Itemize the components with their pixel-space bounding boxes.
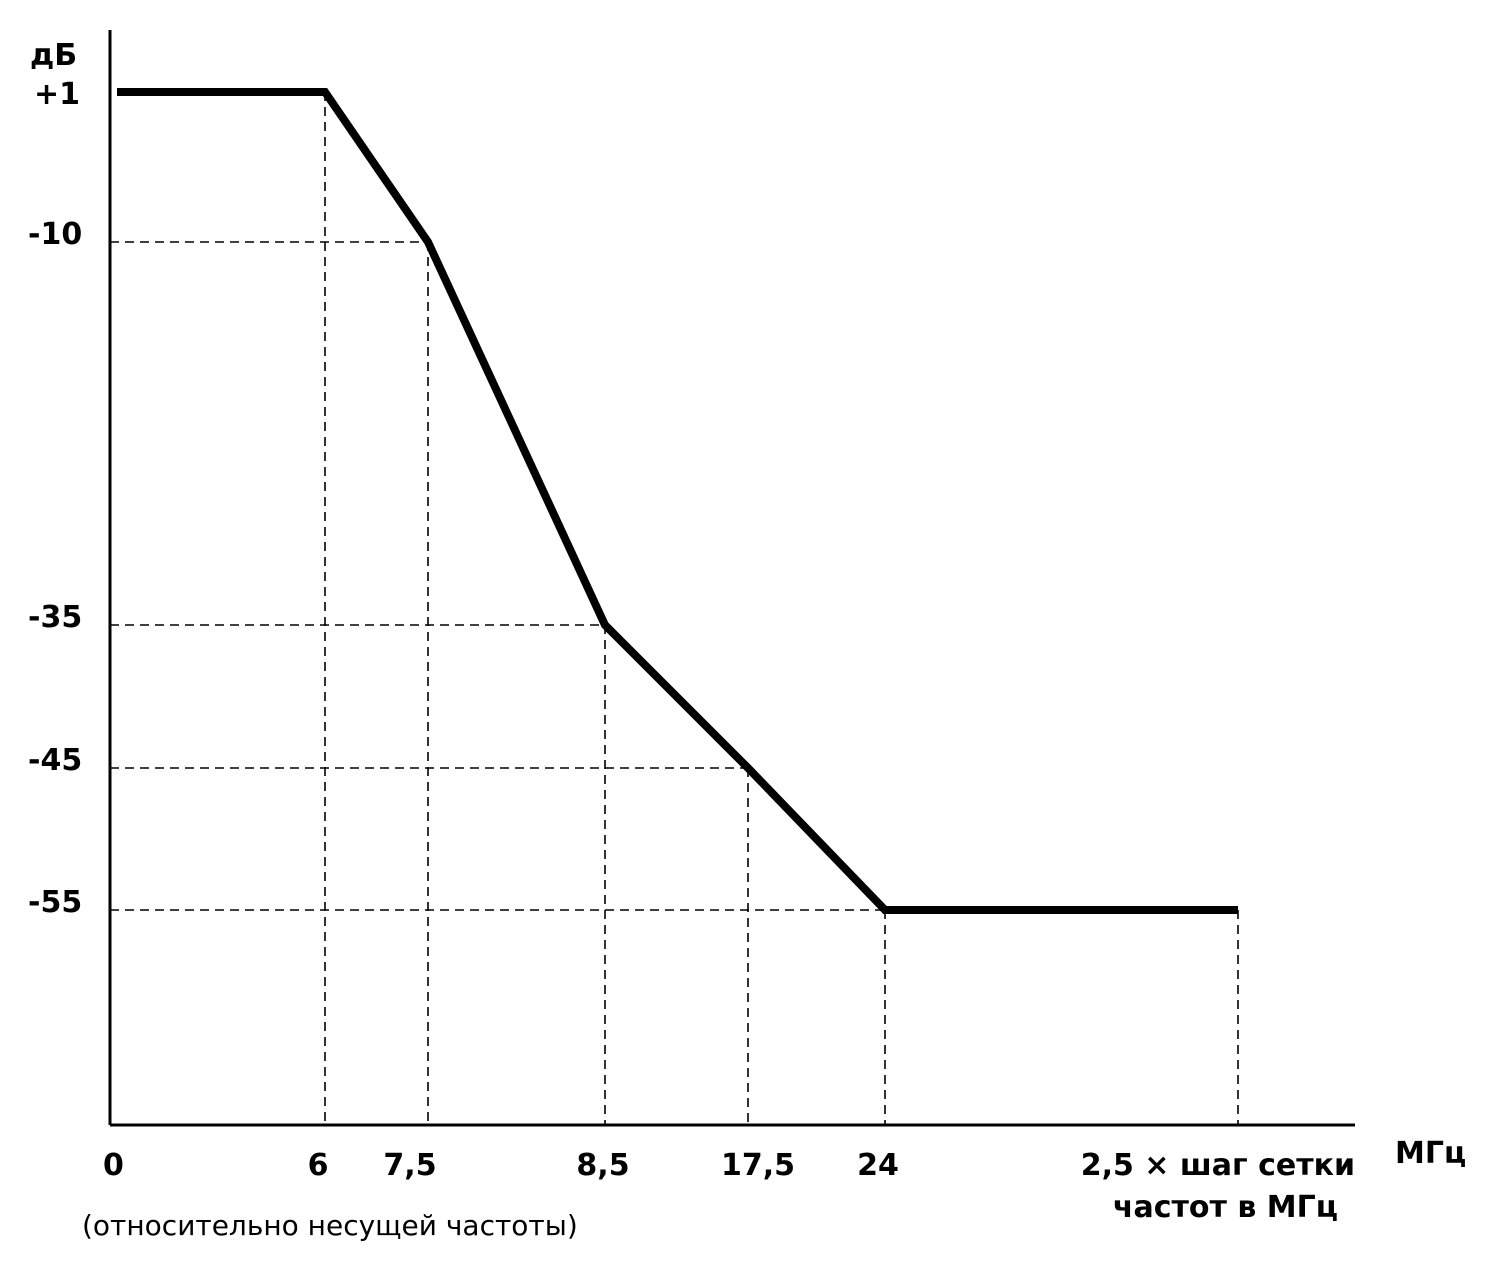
y-tick-label: +1 [34,77,80,112]
y-tick-label: -45 [28,743,82,778]
x-tick-labels: 0 6 7,5 8,5 17,5 24 2,5 × шаг сетки частот в МГ… [103,1148,1355,1225]
y-tick-labels: +1 -10 -35 -45 -55 [28,77,82,920]
x-tick-label: 17,5 [721,1148,795,1183]
guide-lines [110,92,1239,1125]
mask-curve [117,88,1238,914]
x-tick-label: 0 [103,1148,124,1183]
reference-note: (относительно несущей частоты) [82,1209,578,1242]
y-tick-label: -55 [28,885,82,920]
y-tick-label: -35 [28,600,82,635]
x-tick-label: 24 [857,1148,899,1183]
x-tick-label-line2: частот в МГц [1113,1190,1338,1225]
x-tick-label: 8,5 [576,1148,629,1183]
x-tick-label: 6 [308,1148,329,1183]
x-unit-label: МГц [1395,1136,1466,1171]
y-tick-label: -10 [28,217,82,252]
x-tick-label: 7,5 [383,1148,436,1183]
y-unit-label: дБ [30,38,77,73]
x-tick-label: 2,5 × шаг сетки [1081,1148,1355,1183]
axes [108,30,1355,1127]
